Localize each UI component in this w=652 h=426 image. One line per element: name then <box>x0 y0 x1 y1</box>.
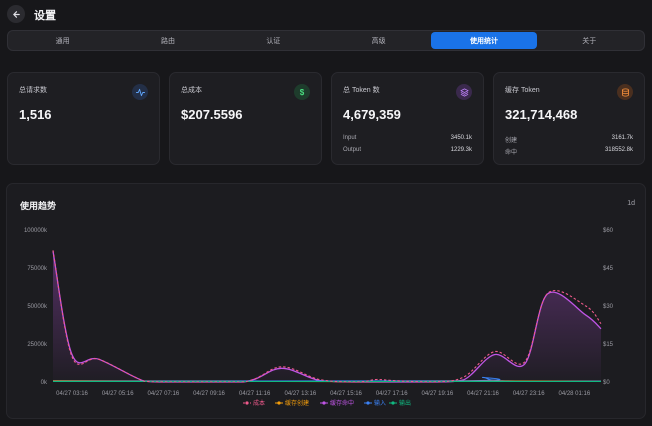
database-icon <box>617 84 633 100</box>
legend-marker <box>245 401 249 405</box>
x-tick-label: 04/27 09:16 <box>193 391 225 397</box>
legend-marker <box>277 401 281 405</box>
legend-item: 缓存命中 <box>320 399 354 407</box>
top-bar: 设置 <box>0 0 652 27</box>
legend-label: 缓存命中 <box>330 399 354 407</box>
legend-marker <box>366 401 370 405</box>
x-tick-label: 04/27 21:16 <box>467 391 499 397</box>
arrow-left-icon <box>12 10 20 18</box>
total-requests-card: 总请求数 1,516 <box>7 72 160 165</box>
card-label: 总成本 <box>181 87 202 94</box>
usage-trend-panel: 使用趋势 1d 0k 25000k 50000k 75000k 100000k $0 $15… <box>6 183 646 419</box>
legend-item: 输入 <box>364 399 386 407</box>
x-tick-label: 04/27 19:16 <box>422 391 454 397</box>
total-tokens-card: 总 Token 数 4,679,359 Input 3450.1k Output… <box>331 72 484 165</box>
tab-auth[interactable]: 认证 <box>266 37 281 45</box>
x-tick-label: 04/27 03:16 <box>56 391 88 397</box>
total-requests-value: 1,516 <box>19 107 52 122</box>
y2-tick-label: $0 <box>603 380 610 386</box>
usage-trend-chart: 0k 25000k 50000k 75000k 100000k $0 $15 $30 $45 $6… <box>24 228 614 407</box>
input-tokens-row: Input 3450.1k <box>343 135 472 141</box>
dollar-icon: $ <box>294 84 310 100</box>
legend-marker <box>391 401 395 405</box>
y2-tick-label: $15 <box>603 342 614 348</box>
x-tick-label: 04/27 17:16 <box>376 391 408 397</box>
series-line <box>52 251 602 383</box>
time-range-selector[interactable]: 1d <box>627 200 635 207</box>
y2-tick-label: $30 <box>603 304 614 310</box>
page-title: 设置 <box>34 10 56 22</box>
x-tick-label: 04/27 15:16 <box>330 391 362 397</box>
y-tick-label: 0k <box>41 380 48 386</box>
output-tokens-row: Output 1229.3k <box>343 147 472 153</box>
detail-label: 命中 <box>505 150 518 156</box>
y-tick-label: 50000k <box>27 304 48 310</box>
total-cost-card: 总成本 $207.5596 $ <box>169 72 322 165</box>
x-tick-label: 04/27 23:16 <box>513 391 545 397</box>
total-cost-value: $207.5596 <box>181 107 243 122</box>
legend-label: 缓存创建 <box>285 399 309 407</box>
series-line <box>52 250 602 383</box>
tab-usage-stats[interactable]: 使用统计 <box>431 32 537 49</box>
y2-tick-label: $60 <box>603 228 614 234</box>
card-label: 缓存 Token <box>505 87 540 94</box>
tab-general[interactable]: 通用 <box>55 37 70 45</box>
layers-icon <box>456 84 472 100</box>
x-tick-label: 04/28 01:16 <box>559 391 591 397</box>
card-label: 总请求数 <box>19 87 47 94</box>
cache-hit-row: 命中 318552.8k <box>505 147 633 156</box>
cache-tokens-card: 缓存 Token 321,714,468 创建 3161.7k 命中 31855… <box>493 72 645 165</box>
card-label: 总 Token 数 <box>343 87 380 94</box>
cache-created-row: 创建 3161.7k <box>505 135 633 144</box>
legend-item: 输出 <box>389 399 411 407</box>
cache-tokens-value: 321,714,468 <box>505 107 578 122</box>
settings-tabs: 通用 路由 认证 高级 使用统计 关于 <box>7 30 645 51</box>
series-area-cache-hit <box>53 251 601 382</box>
back-button[interactable] <box>7 5 25 23</box>
legend-marker <box>322 401 326 405</box>
detail-label: 创建 <box>505 138 518 144</box>
x-tick-label: 04/27 11:16 <box>239 391 271 397</box>
legend-label: 成本 <box>253 399 265 407</box>
detail-label: Output <box>343 147 362 153</box>
x-tick-label: 04/27 05:16 <box>102 391 134 397</box>
total-tokens-value: 4,679,359 <box>343 107 401 122</box>
y-tick-label: 100000k <box>24 228 48 234</box>
legend-item: 缓存创建 <box>275 399 309 407</box>
y-tick-label: 25000k <box>27 342 48 348</box>
y-tick-label: 75000k <box>27 266 48 272</box>
y2-tick-label: $45 <box>603 266 614 272</box>
tab-advanced[interactable]: 高级 <box>371 37 386 45</box>
detail-value: 1229.3k <box>450 147 472 153</box>
detail-label: Input <box>343 135 357 141</box>
x-tick-label: 04/27 07:16 <box>148 391 180 397</box>
activity-icon <box>132 84 148 100</box>
detail-value: 3450.1k <box>450 135 472 141</box>
x-tick-label: 04/27 13:16 <box>285 391 317 397</box>
tab-routing[interactable]: 路由 <box>160 37 175 45</box>
legend-label: 输入 <box>374 399 386 407</box>
detail-value: 3161.7k <box>611 135 633 141</box>
tab-about[interactable]: 关于 <box>582 37 597 45</box>
legend-label: 输出 <box>399 399 411 407</box>
detail-value: 318552.8k <box>604 147 633 153</box>
legend-item: 成本 <box>243 399 265 407</box>
chart-title: 使用趋势 <box>20 201 57 211</box>
